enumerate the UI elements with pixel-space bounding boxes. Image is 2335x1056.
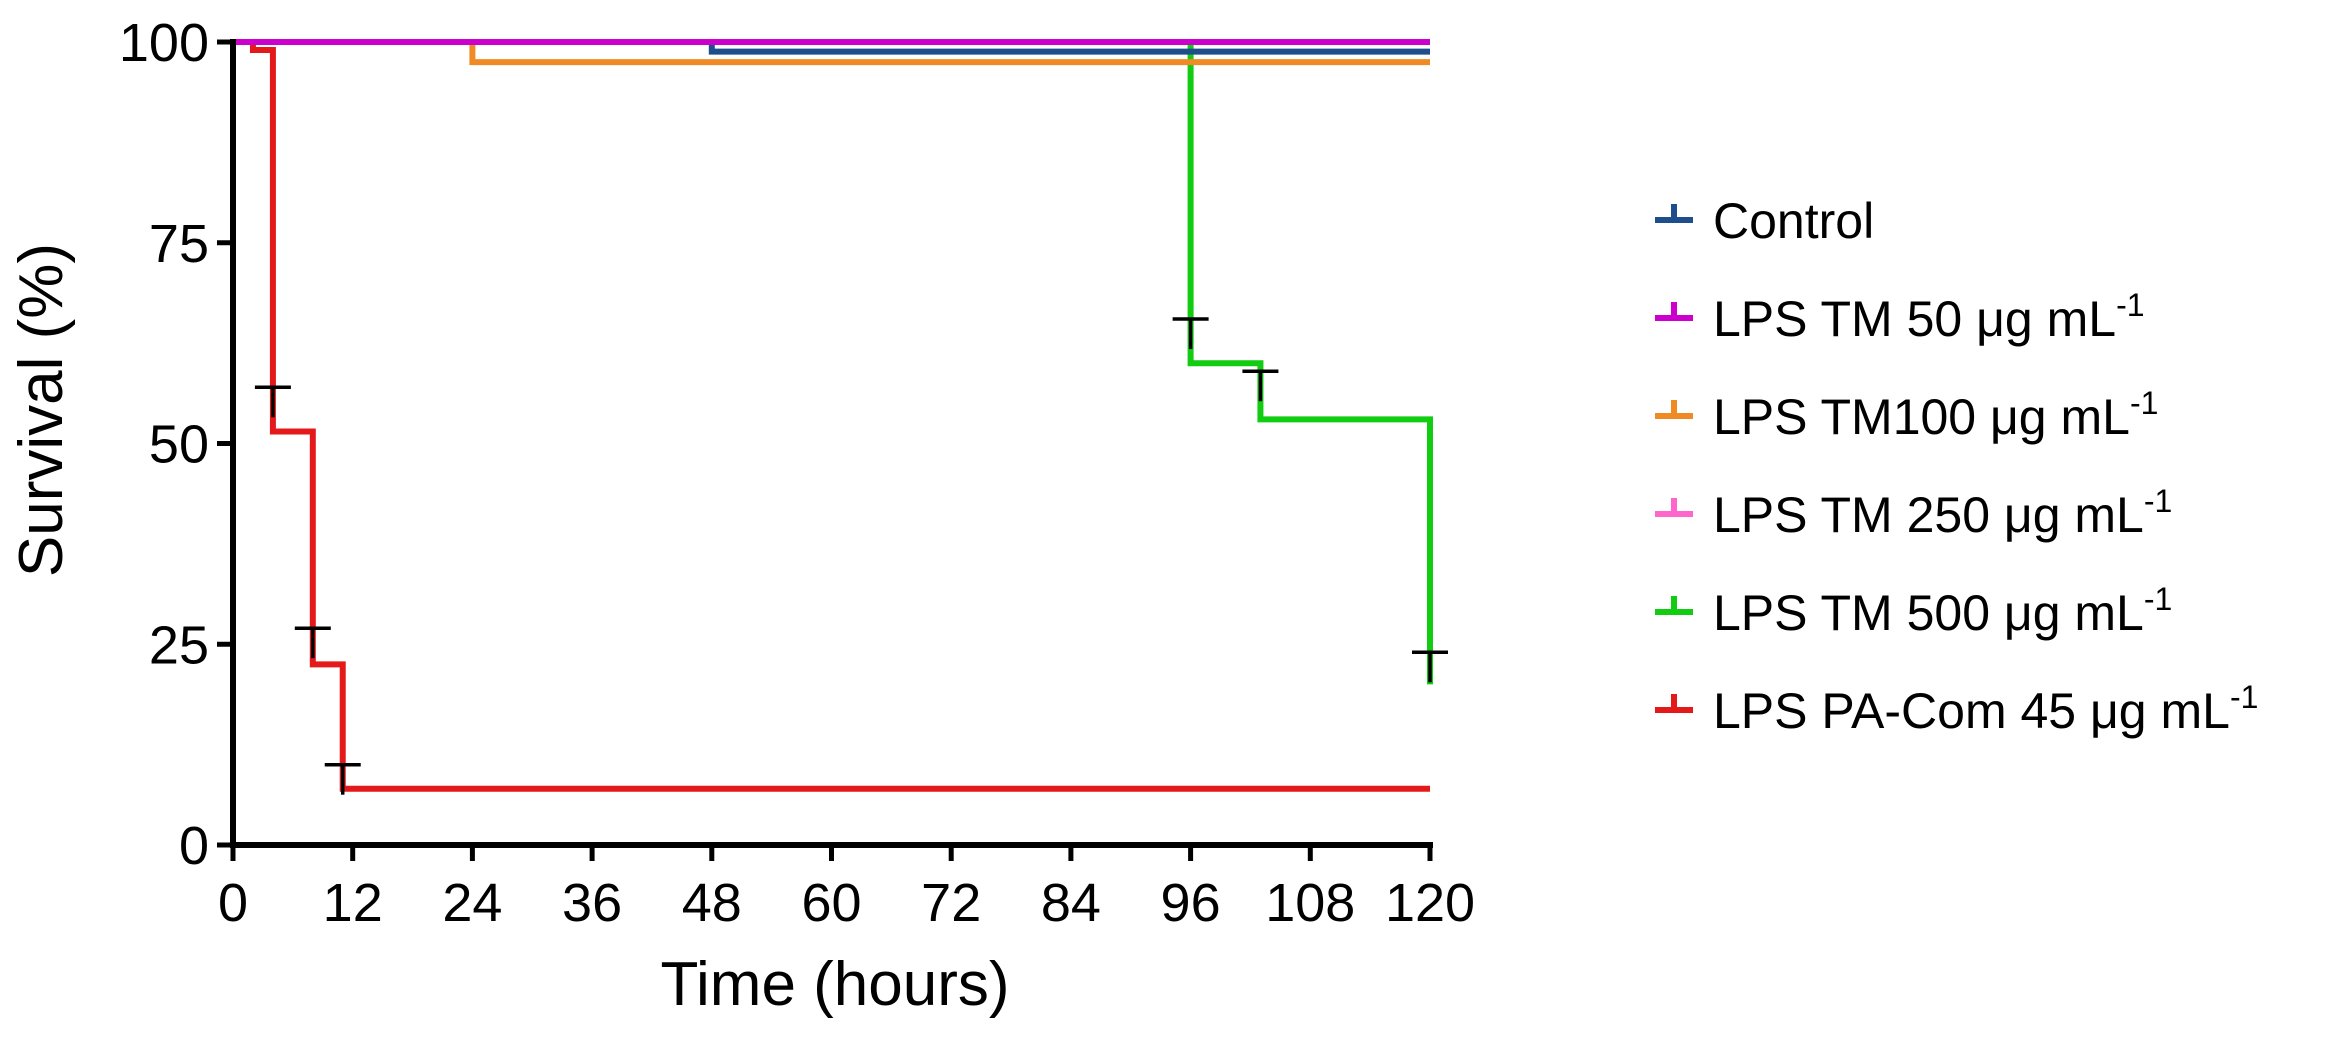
y-tick-label: 100 bbox=[119, 13, 209, 73]
legend-label: LPS TM 500 μg mL-1 bbox=[1713, 581, 2172, 641]
x-tick-label: 72 bbox=[921, 873, 981, 933]
y-tick-label: 25 bbox=[149, 615, 209, 675]
x-tick-label: 12 bbox=[323, 873, 383, 933]
legend-item: LPS PA-Com 45 μg mL-1 bbox=[1655, 679, 2258, 739]
y-tick-label: 75 bbox=[149, 214, 209, 274]
y-axis-title: Survival (%) bbox=[7, 243, 76, 577]
series-layer bbox=[233, 39, 1433, 792]
x-axis-title: Time (hours) bbox=[660, 950, 1009, 1019]
x-tick-label: 96 bbox=[1161, 873, 1221, 933]
legend-label: LPS TM100 μg mL-1 bbox=[1713, 385, 2158, 445]
legend-label-superscript: -1 bbox=[2116, 287, 2144, 323]
censor-mark bbox=[1412, 650, 1448, 683]
legend-item: Control bbox=[1655, 193, 1874, 249]
censor-mark bbox=[324, 762, 361, 795]
series-line-4 bbox=[233, 39, 1433, 685]
x-tick-label: 84 bbox=[1041, 873, 1101, 933]
series-line-5 bbox=[233, 39, 1430, 792]
x-tick-label: 108 bbox=[1265, 873, 1355, 933]
legend-label: LPS TM 250 μg mL-1 bbox=[1713, 483, 2172, 543]
axes-layer bbox=[230, 39, 1433, 848]
legend-label-superscript: -1 bbox=[2130, 385, 2158, 421]
x-tick-label: 48 bbox=[682, 873, 742, 933]
x-tick-label: 60 bbox=[801, 873, 861, 933]
ticks-layer: 0 12 24 36 48 60 72 84 96 108 120 0 25 50 75 100 bbox=[119, 13, 1475, 933]
legend-label-superscript: -1 bbox=[2144, 483, 2172, 519]
legend-label-superscript: -1 bbox=[2144, 581, 2172, 617]
x-tick-label: 0 bbox=[218, 873, 248, 933]
legend-label-superscript: -1 bbox=[2230, 679, 2258, 715]
legend-item: LPS TM 500 μg mL-1 bbox=[1655, 581, 2172, 641]
legend-item: LPS TM 250 μg mL-1 bbox=[1655, 483, 2172, 543]
x-tick-label: 24 bbox=[442, 873, 502, 933]
legend-label: LPS PA-Com 45 μg mL-1 bbox=[1713, 679, 2258, 739]
legend-item: LPS TM100 μg mL-1 bbox=[1655, 385, 2158, 445]
legend-label: LPS TM 50 μg mL-1 bbox=[1713, 287, 2145, 347]
legend-item: LPS TM 50 μg mL-1 bbox=[1655, 287, 2145, 347]
censor-layer bbox=[254, 317, 1448, 795]
legend: Control LPS TM 50 μg mL-1 LPS TM100 μg mL-… bbox=[1655, 193, 2258, 739]
censor-mark bbox=[294, 626, 331, 659]
censor-mark bbox=[254, 385, 291, 418]
x-tick-label: 36 bbox=[562, 873, 622, 933]
legend-label: Control bbox=[1713, 193, 1874, 249]
censor-mark bbox=[1172, 317, 1209, 350]
censor-mark bbox=[1242, 369, 1279, 402]
x-tick-label: 120 bbox=[1385, 873, 1475, 933]
y-tick-label: 50 bbox=[149, 415, 209, 475]
y-tick-label: 0 bbox=[179, 816, 209, 876]
